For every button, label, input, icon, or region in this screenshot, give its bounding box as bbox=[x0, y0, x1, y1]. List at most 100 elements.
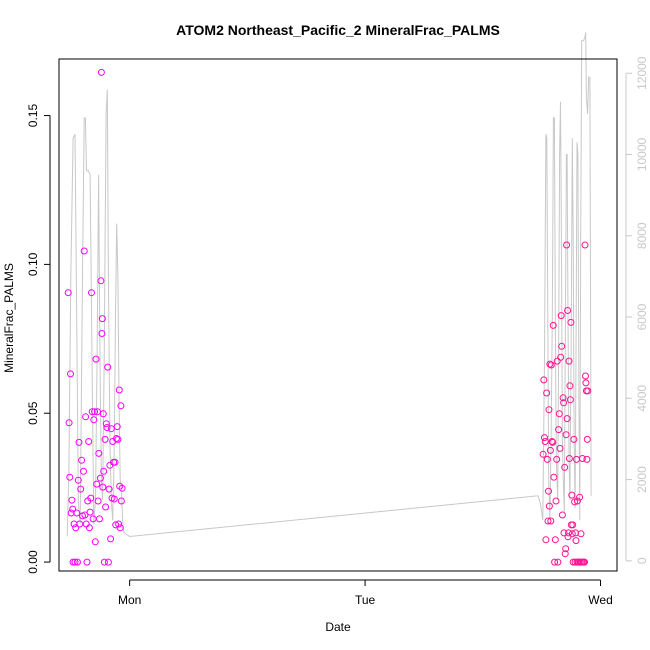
data-point bbox=[77, 485, 85, 493]
data-point bbox=[539, 450, 547, 458]
data-point bbox=[81, 511, 89, 519]
data-point bbox=[578, 455, 586, 462]
data-point bbox=[566, 382, 574, 390]
data-point bbox=[543, 455, 551, 463]
data-point bbox=[561, 550, 569, 558]
data-point bbox=[563, 415, 571, 423]
data-point bbox=[547, 361, 555, 369]
data-point bbox=[113, 423, 121, 431]
data-point bbox=[549, 438, 557, 446]
data-point bbox=[92, 355, 100, 363]
y-axis-right: 0 2000 4000 6000 8000 10000 12000 bbox=[625, 56, 649, 564]
data-point bbox=[556, 444, 564, 452]
data-point bbox=[107, 425, 115, 433]
data-point bbox=[96, 474, 104, 482]
data-point bbox=[66, 473, 74, 481]
y-tick-label: 0.00 bbox=[26, 550, 40, 574]
chart-title: ATOM2 Northeast_Pacific_2 MineralFrac_PA… bbox=[176, 22, 500, 38]
data-point bbox=[104, 363, 112, 371]
data-point bbox=[90, 416, 98, 424]
x-tick-label: Wed bbox=[588, 593, 612, 607]
data-point bbox=[541, 438, 549, 445]
data-point bbox=[582, 379, 590, 387]
data-point bbox=[69, 505, 77, 513]
data-point bbox=[89, 515, 97, 523]
data-point bbox=[558, 342, 566, 350]
data-point bbox=[69, 558, 77, 566]
data-point bbox=[85, 524, 93, 532]
y2-tick-label: 12000 bbox=[635, 56, 649, 90]
data-point bbox=[545, 502, 553, 510]
data-point bbox=[103, 424, 111, 431]
data-point bbox=[95, 449, 103, 457]
data-point bbox=[542, 536, 550, 544]
data-point bbox=[572, 537, 580, 545]
data-point bbox=[76, 520, 84, 528]
data-point bbox=[99, 483, 107, 491]
data-point bbox=[102, 503, 110, 511]
data-point bbox=[568, 491, 576, 499]
data-point bbox=[97, 68, 105, 76]
data-point bbox=[82, 413, 90, 421]
data-point bbox=[553, 455, 561, 463]
data-point bbox=[105, 485, 113, 493]
data-point bbox=[557, 312, 565, 320]
data-point bbox=[71, 558, 79, 566]
data-point bbox=[82, 520, 90, 528]
data-point bbox=[565, 357, 573, 365]
plot-area bbox=[64, 32, 592, 566]
data-point bbox=[80, 467, 87, 475]
y-tick-label: 0.05 bbox=[26, 401, 40, 425]
data-point bbox=[565, 455, 573, 462]
data-point bbox=[546, 446, 554, 454]
data-point bbox=[557, 353, 565, 361]
data-point bbox=[83, 558, 91, 566]
data-point bbox=[98, 315, 106, 323]
data-point bbox=[93, 408, 101, 416]
data-point bbox=[98, 330, 106, 337]
data-point bbox=[74, 476, 82, 484]
data-point bbox=[67, 370, 74, 378]
data-point bbox=[584, 387, 592, 395]
data-point bbox=[549, 321, 557, 329]
data-point bbox=[540, 376, 548, 384]
data-point bbox=[87, 494, 95, 502]
y2-tick-label: 8000 bbox=[635, 222, 649, 249]
data-point bbox=[548, 438, 556, 445]
data-point bbox=[541, 434, 548, 442]
data-point bbox=[562, 545, 570, 553]
data-point bbox=[91, 538, 99, 546]
data-point bbox=[582, 372, 589, 380]
data-point bbox=[545, 487, 552, 495]
x-axis-label: Date bbox=[325, 620, 351, 634]
altitude-line bbox=[66, 32, 592, 538]
data-point bbox=[91, 408, 99, 416]
x-axis: Mon Tue Wed bbox=[118, 579, 613, 607]
y2-tick-label: 4000 bbox=[635, 385, 649, 412]
data-point bbox=[111, 458, 119, 466]
data-point bbox=[546, 360, 554, 368]
data-point bbox=[85, 438, 93, 445]
data-point bbox=[88, 289, 95, 297]
data-point bbox=[96, 515, 103, 523]
data-point bbox=[88, 408, 96, 416]
data-point bbox=[552, 497, 560, 505]
data-point bbox=[102, 420, 110, 428]
x-tick-label: Mon bbox=[118, 593, 141, 607]
data-point bbox=[547, 517, 555, 525]
y-tick-label: 0.15 bbox=[26, 104, 40, 128]
data-point bbox=[86, 508, 94, 516]
data-point bbox=[583, 435, 591, 443]
data-point bbox=[564, 307, 572, 314]
data-point bbox=[97, 277, 105, 285]
data-point bbox=[544, 517, 552, 525]
data-point bbox=[558, 511, 566, 519]
data-point bbox=[65, 419, 73, 427]
data-point bbox=[567, 318, 575, 326]
data-point bbox=[100, 558, 108, 566]
data-point bbox=[569, 521, 577, 529]
data-point bbox=[573, 497, 581, 505]
data-point bbox=[101, 435, 109, 443]
y-axis: 0.00 0.05 0.10 0.15 bbox=[26, 104, 51, 574]
x-tick-label: Tue bbox=[355, 593, 376, 607]
